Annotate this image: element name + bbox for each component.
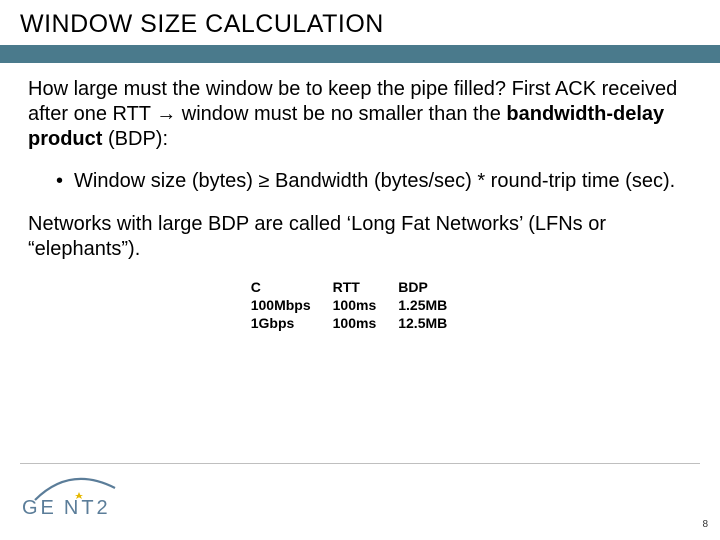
page-number: 8 [702,519,708,530]
logo-text: GE NT2 [22,497,111,520]
table-header-rtt: RTT [333,278,399,296]
table-header-c: C [251,278,333,296]
table-cell: 100Mbps [251,296,333,314]
paragraph-1: How large must the window be to keep the… [28,77,692,152]
table-header-bdp: BDP [398,278,469,296]
footer-divider [20,463,700,464]
content-area: How large must the window be to keep the… [0,63,720,332]
table-cell: 12.5MB [398,314,469,332]
table-cell: 1.25MB [398,296,469,314]
table-row: C RTT BDP [251,278,470,296]
title-underline [0,45,720,63]
table-cell: 1Gbps [251,314,333,332]
table-row: 100Mbps 100ms 1.25MB [251,296,470,314]
bullet-list: Window size (bytes) ≥ Bandwidth (bytes/s… [28,168,692,194]
table-row: 1Gbps 100ms 12.5MB [251,314,470,332]
bdp-table: C RTT BDP 100Mbps 100ms 1.25MB 1Gbps 100… [251,278,470,332]
slide-title: WINDOW SIZE CALCULATION [20,10,700,39]
logo: GE NT2 [22,497,111,520]
table-cell: 100ms [333,314,399,332]
bdp-table-wrap: C RTT BDP 100Mbps 100ms 1.25MB 1Gbps 100… [28,278,692,332]
paragraph-2: Networks with large BDP are called ‘Long… [28,212,692,262]
table-cell: 100ms [333,296,399,314]
para1-post: (BDP): [102,128,168,150]
bullet-item: Window size (bytes) ≥ Bandwidth (bytes/s… [56,168,692,194]
